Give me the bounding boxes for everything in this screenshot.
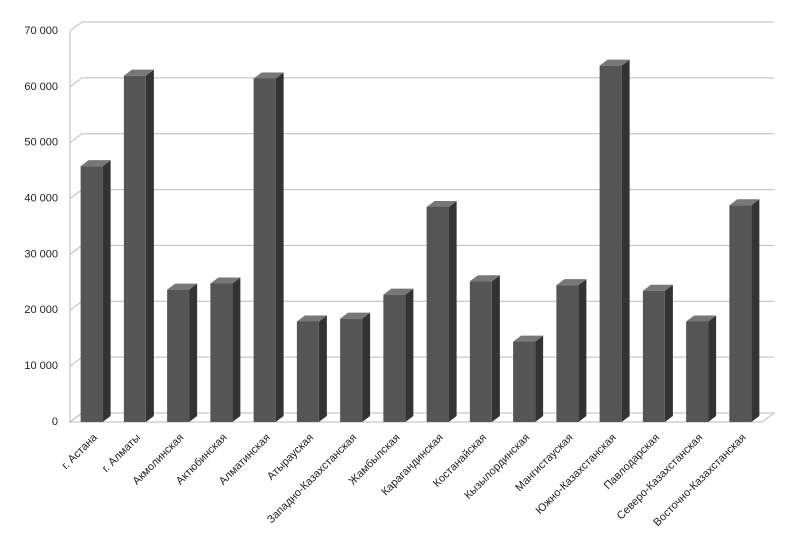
bar-side — [664, 284, 673, 422]
y-tick-label: 50 000 — [24, 137, 58, 149]
bar-side — [318, 315, 327, 422]
bar — [729, 199, 760, 422]
bar-side — [578, 279, 587, 422]
x-tick-label: Южно-Казахстанская — [534, 432, 619, 517]
bar — [167, 283, 198, 422]
y-tick-label: 20 000 — [24, 304, 58, 316]
bar-side — [621, 59, 630, 422]
bar-front — [340, 318, 363, 422]
x-tick-label: Восточно-Казахстанская — [651, 432, 748, 529]
bar-side — [189, 283, 198, 422]
bar-top — [729, 199, 760, 206]
bar-top — [513, 335, 544, 342]
bar-top — [599, 59, 630, 66]
bar-top — [210, 277, 241, 284]
bar-front — [426, 206, 449, 422]
bar-top — [426, 200, 457, 207]
bar-top — [642, 284, 673, 291]
bar — [426, 200, 457, 422]
x-tick-label: г. Астана — [60, 431, 101, 472]
x-tick-label: г. Алматы — [100, 432, 143, 475]
bar-front — [513, 341, 536, 422]
bar-side — [405, 288, 414, 422]
grid-line — [69, 133, 774, 144]
bar-top — [167, 283, 198, 290]
bar-top — [80, 160, 111, 167]
bar-front — [599, 65, 622, 422]
bar-side — [232, 277, 241, 422]
bar-side — [362, 312, 371, 422]
bar-top — [340, 312, 371, 319]
y-tick-label: 30 000 — [24, 248, 58, 260]
bar — [599, 59, 630, 422]
y-tick-label: 40 000 — [24, 192, 58, 204]
x-tick-label: Западно-Казахстанская — [265, 432, 359, 526]
bar-top — [296, 315, 327, 322]
bar — [686, 315, 717, 422]
bar-top — [253, 72, 284, 79]
bar — [80, 160, 111, 422]
bar-front — [123, 75, 146, 422]
bar — [556, 279, 587, 422]
bar-top — [469, 275, 500, 282]
y-tick-label: 0 — [52, 416, 58, 428]
bar — [642, 284, 673, 422]
bar-front — [253, 78, 276, 422]
y-tick-label: 10 000 — [24, 360, 58, 372]
bar-side — [102, 160, 111, 422]
bar-side — [535, 335, 544, 422]
bar — [210, 277, 241, 422]
bar — [383, 288, 414, 422]
bar-front — [469, 281, 492, 422]
grid-line — [69, 189, 774, 199]
bar — [469, 275, 500, 422]
bar — [253, 72, 284, 422]
bar-front — [642, 290, 665, 422]
bar — [340, 312, 371, 422]
bar-front — [556, 285, 579, 422]
y-tick-label: 60 000 — [24, 81, 58, 93]
bar-front — [686, 321, 709, 422]
grid-line — [69, 77, 774, 88]
bar-side — [751, 199, 760, 422]
bar-top — [383, 288, 414, 295]
bar-front — [210, 283, 233, 422]
y-tick-label: 70 000 — [24, 25, 58, 37]
bar — [296, 315, 327, 422]
bar-side — [145, 69, 154, 422]
bar-front — [296, 321, 319, 422]
bar-side — [708, 315, 717, 422]
bar-side — [448, 200, 457, 422]
bar-side — [491, 275, 500, 422]
grid-line — [69, 244, 774, 255]
x-tick-label: Северо-Казахстанская — [615, 432, 706, 523]
bar-front — [80, 166, 103, 422]
bar-front — [167, 289, 190, 422]
grid-line — [69, 21, 774, 32]
bar — [513, 335, 544, 422]
bar-front — [383, 294, 406, 422]
bar-top — [556, 279, 587, 286]
bar — [123, 69, 154, 422]
bar-front — [729, 205, 752, 422]
bar-top — [686, 315, 717, 322]
bar-top — [123, 69, 154, 76]
bar-side — [275, 72, 284, 422]
